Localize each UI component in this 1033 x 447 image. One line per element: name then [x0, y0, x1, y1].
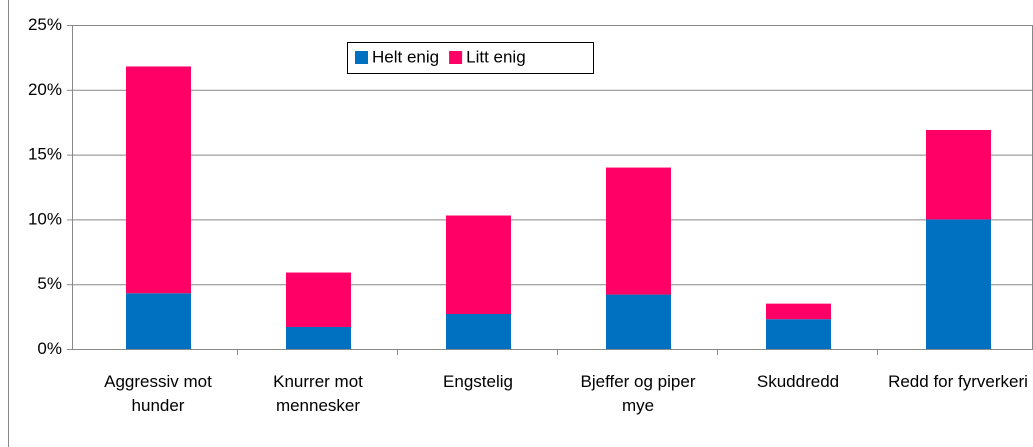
legend-label: Litt enig	[466, 47, 526, 66]
bar-segment	[766, 303, 831, 320]
bar-segment	[606, 167, 671, 295]
legend-label: Helt enig	[372, 47, 439, 66]
bar-segment	[606, 294, 671, 349]
y-tick-label: 5%	[37, 274, 62, 293]
x-tick-label: Aggressiv mot hunder	[104, 372, 212, 415]
bar-segment	[126, 66, 191, 294]
bar-segment	[446, 215, 511, 315]
bar-segment	[926, 129, 991, 220]
x-tick-label: Knurrer mot mennesker	[273, 372, 363, 415]
legend-swatch	[449, 51, 463, 64]
y-tick-label: 0%	[37, 339, 62, 358]
bar-segment	[126, 293, 191, 349]
y-tick-label: 20%	[28, 80, 62, 99]
bar-segment	[926, 219, 991, 349]
x-tick-label: Redd for fyrverkeri	[888, 372, 1028, 391]
legend-box	[347, 42, 594, 74]
x-tick-label: Engstelig	[443, 372, 513, 391]
bar-segment	[446, 314, 511, 349]
x-tick-label: Bjeffer og piper mye	[580, 372, 696, 415]
x-tick-label: Skuddredd	[756, 372, 840, 391]
bar-segment	[286, 326, 351, 349]
legend-swatch	[355, 51, 368, 64]
y-tick-label: 25%	[28, 15, 62, 34]
bar-segment	[766, 319, 831, 349]
y-tick-label: 10%	[28, 209, 62, 228]
bar-segment	[286, 272, 351, 327]
y-tick-label: 15%	[28, 145, 62, 164]
